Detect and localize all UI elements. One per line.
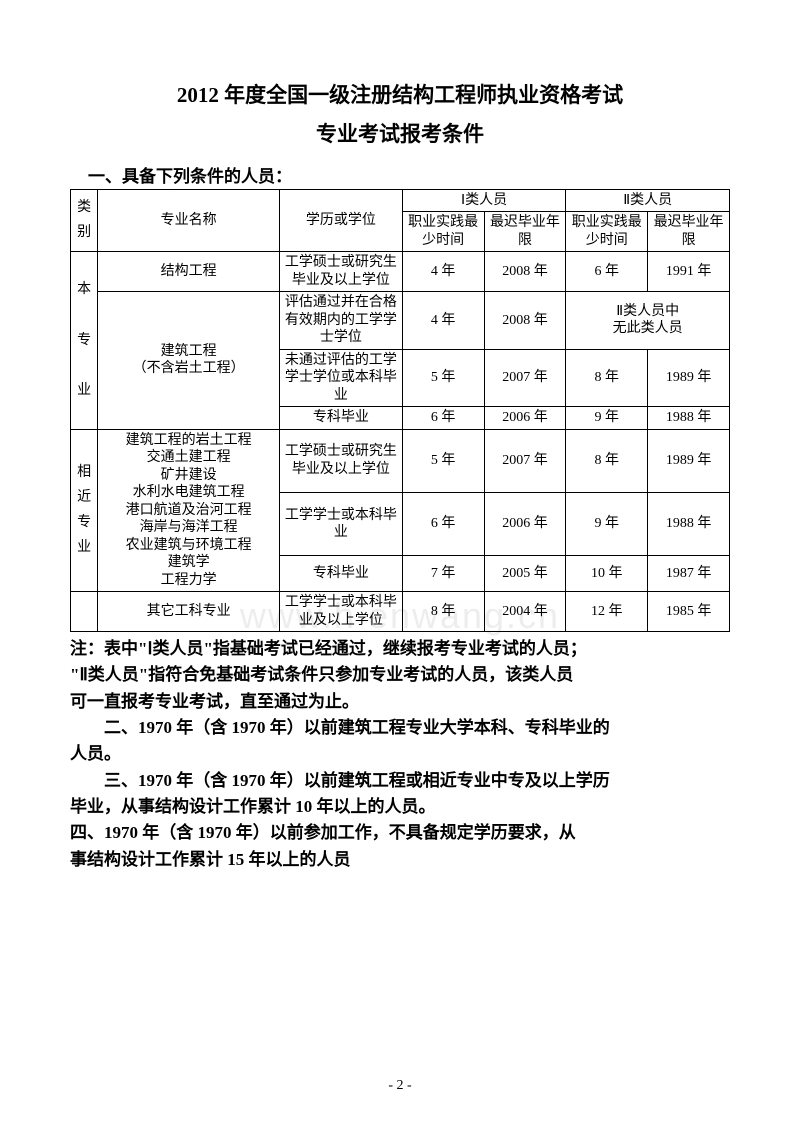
note-line: 注：表中"Ⅰ类人员"指基础考试已经通过，继续报考专业考试的人员； <box>70 636 730 662</box>
note-line: 人员。 <box>70 741 730 767</box>
cell-val: 8 年 <box>402 592 484 632</box>
cell-val: 12 年 <box>566 592 648 632</box>
page-number: - 2 - <box>0 1078 800 1094</box>
cell-edu: 未通过评估的工学学士学位或本科毕业 <box>280 349 403 407</box>
cell-major-group2: 建筑工程的岩土工程 交通土建工程 矿井建设 水利水电建筑工程 港口航道及治河工程… <box>98 429 280 592</box>
col-practice-2: 职业实践最少时间 <box>566 212 648 252</box>
col-practice-1: 职业实践最少时间 <box>402 212 484 252</box>
cell-merged-note: Ⅱ类人员中 无此类人员 <box>566 292 730 350</box>
cell-val: 2007 年 <box>484 429 566 492</box>
cell-edu: 工学学士或本科毕业 <box>280 492 403 555</box>
cat-related: 相 近 专 业 <box>71 429 98 592</box>
cell-val: 2004 年 <box>484 592 566 632</box>
note-line: 可一直报考专业考试，直至通过为止。 <box>70 689 730 715</box>
cell-val: 2008 年 <box>484 292 566 350</box>
cell-val: 2006 年 <box>484 492 566 555</box>
note-line: 二、1970 年（含 1970 年）以前建筑工程专业大学本科、专科毕业的 <box>70 715 730 741</box>
cat-main: 本 专 业 <box>71 252 98 430</box>
cell-val: 1987 年 <box>648 556 730 592</box>
table-header-row-1: 类别 专业名称 学历或学位 Ⅰ类人员 Ⅱ类人员 <box>71 189 730 212</box>
cell-val: 1989 年 <box>648 349 730 407</box>
cell-val: 9 年 <box>566 492 648 555</box>
table-row: 其它工科专业 工学学士或本科毕业及以上学位 8 年 2004 年 12 年 19… <box>71 592 730 632</box>
cell-val: 8 年 <box>566 429 648 492</box>
col-category: 类别 <box>71 189 98 252</box>
page-container: 2012 年度全国一级注册结构工程师执业资格考试 专业考试报考条件 一、具备下列… <box>0 0 800 913</box>
cell-val: 5 年 <box>402 349 484 407</box>
cell-val: 6 年 <box>566 252 648 292</box>
cell-edu: 评估通过并在合格有效期内的工学学士学位 <box>280 292 403 350</box>
section-1-heading: 一、具备下列条件的人员： <box>88 162 730 187</box>
cell-val: 4 年 <box>402 292 484 350</box>
cell-major: 其它工科专业 <box>98 592 280 632</box>
cell-edu: 工学学士或本科毕业及以上学位 <box>280 592 403 632</box>
cell-val: 10 年 <box>566 556 648 592</box>
table-row: 相 近 专 业 建筑工程的岩土工程 交通土建工程 矿井建设 水利水电建筑工程 港… <box>71 429 730 492</box>
cell-major: 结构工程 <box>98 252 280 292</box>
cell-edu: 工学硕士或研究生毕业及以上学位 <box>280 252 403 292</box>
cell-val: 2005 年 <box>484 556 566 592</box>
col-group1: Ⅰ类人员 <box>402 189 566 212</box>
doc-title-line1: 2012 年度全国一级注册结构工程师执业资格考试 <box>70 80 730 112</box>
cell-val: 6 年 <box>402 407 484 430</box>
col-group2: Ⅱ类人员 <box>566 189 730 212</box>
cell-val: 2008 年 <box>484 252 566 292</box>
col-gradyear-1: 最迟毕业年限 <box>484 212 566 252</box>
notes-block: 注：表中"Ⅰ类人员"指基础考试已经通过，继续报考专业考试的人员； "Ⅱ类人员"指… <box>70 636 730 873</box>
col-education: 学历或学位 <box>280 189 403 252</box>
cell-edu: 专科毕业 <box>280 556 403 592</box>
cell-edu: 专科毕业 <box>280 407 403 430</box>
cell-edu: 工学硕士或研究生毕业及以上学位 <box>280 429 403 492</box>
note-line: 事结构设计工作累计 15 年以上的人员 <box>70 847 730 873</box>
cell-val: 7 年 <box>402 556 484 592</box>
note-line: 三、1970 年（含 1970 年）以前建筑工程或相近专业中专及以上学历 <box>70 768 730 794</box>
col-gradyear-2: 最迟毕业年限 <box>648 212 730 252</box>
doc-title-line2: 专业考试报考条件 <box>70 118 730 148</box>
cell-val: 1988 年 <box>648 492 730 555</box>
cat-other <box>71 592 98 632</box>
cell-val: 1985 年 <box>648 592 730 632</box>
note-line: 四、1970 年（含 1970 年）以前参加工作，不具备规定学历要求，从 <box>70 820 730 846</box>
table-row: 本 专 业 结构工程 工学硕士或研究生毕业及以上学位 4 年 2008 年 6 … <box>71 252 730 292</box>
cell-val: 5 年 <box>402 429 484 492</box>
cell-val: 1989 年 <box>648 429 730 492</box>
note-line: "Ⅱ类人员"指符合免基础考试条件只参加专业考试的人员，该类人员 <box>70 662 730 688</box>
note-line: 毕业，从事结构设计工作累计 10 年以上的人员。 <box>70 794 730 820</box>
cell-val: 4 年 <box>402 252 484 292</box>
cell-major-group: 建筑工程 （不含岩土工程） <box>98 292 280 430</box>
cell-val: 1988 年 <box>648 407 730 430</box>
cell-val: 6 年 <box>402 492 484 555</box>
cell-val: 2007 年 <box>484 349 566 407</box>
cell-val: 8 年 <box>566 349 648 407</box>
col-major: 专业名称 <box>98 189 280 252</box>
cell-val: 9 年 <box>566 407 648 430</box>
table-row: 建筑工程 （不含岩土工程） 评估通过并在合格有效期内的工学学士学位 4 年 20… <box>71 292 730 350</box>
cell-val: 2006 年 <box>484 407 566 430</box>
requirements-table: 类别 专业名称 学历或学位 Ⅰ类人员 Ⅱ类人员 职业实践最少时间 最迟毕业年限 … <box>70 189 730 633</box>
cell-val: 1991 年 <box>648 252 730 292</box>
